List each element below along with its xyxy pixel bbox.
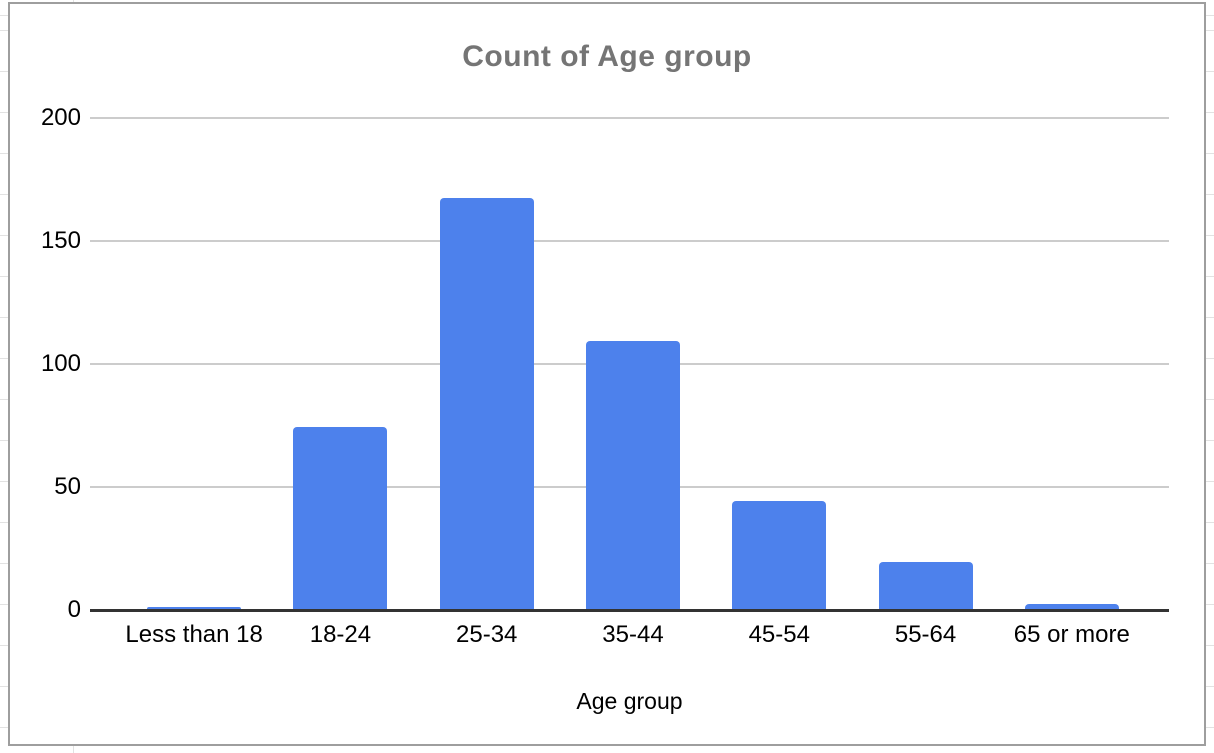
x-tick-label: 25-34 [456,621,518,648]
bar-18-24[interactable] [293,426,388,609]
bar-slot [560,118,706,609]
x-tick-label: Less than 18 [125,621,263,648]
y-tick-label: 150 [40,227,81,254]
chart-title: Count of Age group [462,40,752,73]
y-tick-label: 200 [40,104,81,131]
bar-Less than 18[interactable] [147,606,242,609]
x-tick-label: 35-44 [602,621,664,648]
bar-slot [121,118,267,609]
x-tick-label: 45-54 [748,621,810,648]
bar-slot [852,118,998,609]
gridline [90,117,1169,119]
bar-series [121,118,1145,609]
x-tick-label: 55-64 [894,621,957,648]
bar-slot [414,118,560,609]
x-axis-labels: Less than 18 18-24 25-34 35-44 45-54 55-64 65 … [90,621,1169,649]
y-tick-label: 50 [54,473,81,500]
chart-card[interactable]: Count of Age group 0 50 100 150 200 Less tha… [8,2,1206,746]
bar-25-34[interactable] [439,198,534,609]
x-tick-label: 18-24 [309,621,372,648]
y-axis-ticks: 0 50 100 150 200 [41,106,1169,622]
y-tick-label: 100 [40,350,81,377]
bar-slot [706,118,852,609]
bar-45-54[interactable] [732,500,827,609]
bar-55-64[interactable] [878,562,973,609]
bar-35-44[interactable] [585,340,680,609]
bar-slot [999,118,1145,609]
x-tick-label: 65 or more [1013,621,1130,648]
x-axis-line [90,609,1169,612]
plot-area: 0 50 100 150 200 [41,106,1169,622]
bar-65 or more[interactable] [1024,604,1119,609]
y-tick-label: 0 [67,596,81,623]
bar-slot [267,118,413,609]
x-axis-title: Age group [576,688,683,714]
gridline [90,240,1169,242]
